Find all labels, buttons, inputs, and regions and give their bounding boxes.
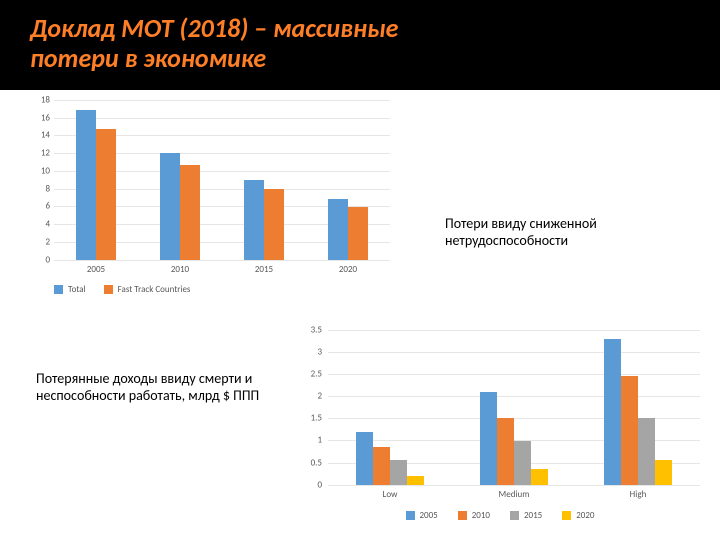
chart1-ytick-label: 0 — [26, 254, 50, 265]
chart1-plot-area: 0246810121416182005201020152020 — [54, 100, 390, 261]
chart2-bar-group — [468, 392, 560, 485]
chart2-legend: 2005 2010 2015 2020 — [300, 510, 700, 521]
chart2-bar-group — [592, 339, 684, 485]
chart1-bar — [76, 110, 96, 259]
title-line1: Доклад МОТ (2018) – массивные — [30, 12, 398, 44]
chart2-bar — [356, 432, 373, 485]
chart2-legend-item: 2015 — [510, 510, 542, 521]
legend-label: 2010 — [472, 510, 490, 521]
chart2-bar — [531, 469, 548, 485]
annotation-left: Потерянные доходы ввиду смерти и неспосо… — [36, 370, 266, 405]
chart1-xtick-label: 2010 — [150, 264, 210, 275]
chart2-ytick-label: 0.5 — [298, 457, 322, 468]
chart2-bar — [621, 376, 638, 485]
chart2-bar — [497, 418, 514, 484]
chart1-bar — [180, 165, 200, 260]
chart2-bar — [604, 339, 621, 485]
chart1-ytick-label: 14 — [26, 130, 50, 141]
chart1-ytick-label: 12 — [26, 148, 50, 159]
chart1-ytick-label: 8 — [26, 183, 50, 194]
chart1-bar-group — [150, 153, 210, 260]
chart1-ytick-label: 2 — [26, 237, 50, 248]
legend-label: Fast Track Countries — [118, 284, 191, 295]
chart2-ytick-label: 1.5 — [298, 413, 322, 424]
legend-label: 2015 — [524, 510, 542, 521]
annotation-right: Потери ввиду сниженной нетрудоспособност… — [445, 215, 675, 250]
legend-swatch — [562, 511, 571, 520]
chart2-bar — [480, 392, 497, 485]
chart2-gridline — [328, 485, 700, 486]
legend-label: 2020 — [576, 510, 594, 521]
chart-losses-by-year: 0246810121416182005201020152020 Total Fas… — [30, 100, 390, 300]
chart2-ytick-label: 0 — [298, 479, 322, 490]
chart2-xtick-label: Medium — [468, 489, 560, 500]
chart1-legend: Total Fast Track Countries — [54, 284, 190, 295]
chart2-bar — [373, 447, 390, 485]
chart2-bar — [514, 441, 531, 485]
chart2-ytick-label: 2.5 — [298, 369, 322, 380]
chart-losses-by-scenario: 00.511.522.533.5LowMediumHigh 2005201020… — [300, 330, 700, 530]
chart1-bar — [96, 129, 116, 260]
chart1-bar — [328, 199, 348, 259]
chart1-gridline — [54, 100, 390, 101]
chart1-legend-item: Fast Track Countries — [104, 284, 191, 295]
legend-swatch — [406, 511, 415, 520]
chart2-ytick-label: 3 — [298, 346, 322, 357]
chart1-legend-item: Total — [54, 284, 86, 295]
chart1-xtick-label: 2015 — [234, 264, 294, 275]
chart2-legend-item: 2010 — [458, 510, 490, 521]
chart1-bar — [348, 207, 368, 259]
title-line2: потери в экономике — [30, 42, 266, 74]
chart1-bar — [160, 153, 180, 260]
chart1-ytick-label: 10 — [26, 165, 50, 176]
chart1-bar — [244, 180, 264, 260]
chart2-gridline — [328, 330, 700, 331]
chart1-xtick-label: 2020 — [318, 264, 378, 275]
legend-swatch — [54, 285, 63, 294]
chart2-bar-group — [344, 432, 436, 485]
chart2-ytick-label: 1 — [298, 435, 322, 446]
chart2-ytick-label: 3.5 — [298, 324, 322, 335]
chart1-ytick-label: 6 — [26, 201, 50, 212]
legend-label: Total — [68, 284, 86, 295]
chart1-bar-group — [318, 199, 378, 259]
legend-swatch — [458, 511, 467, 520]
chart1-xtick-label: 2005 — [66, 264, 126, 275]
chart2-ytick-label: 2 — [298, 391, 322, 402]
chart2-legend-item: 2020 — [562, 510, 594, 521]
legend-swatch — [104, 285, 113, 294]
legend-label: 2005 — [420, 510, 438, 521]
chart2-bar — [638, 418, 655, 484]
chart2-bar — [407, 476, 424, 485]
chart2-bar — [655, 460, 672, 484]
chart2-xtick-label: Low — [344, 489, 436, 500]
chart2-xtick-label: High — [592, 489, 684, 500]
chart1-bar-group — [66, 110, 126, 259]
chart2-legend-item: 2005 — [406, 510, 438, 521]
legend-swatch — [510, 511, 519, 520]
chart1-gridline — [54, 260, 390, 261]
chart2-plot-area: 00.511.522.533.5LowMediumHigh — [328, 330, 700, 486]
chart1-ytick-label: 18 — [26, 94, 50, 105]
chart1-bar — [264, 189, 284, 260]
chart1-ytick-label: 4 — [26, 219, 50, 230]
slide-title: Доклад МОТ (2018) – массивные потери в э… — [0, 0, 720, 90]
slide-body: 0246810121416182005201020152020 TotalFas… — [0, 90, 720, 536]
chart1-ytick-label: 16 — [26, 112, 50, 123]
chart1-bar-group — [234, 180, 294, 260]
chart2-bar — [390, 460, 407, 484]
